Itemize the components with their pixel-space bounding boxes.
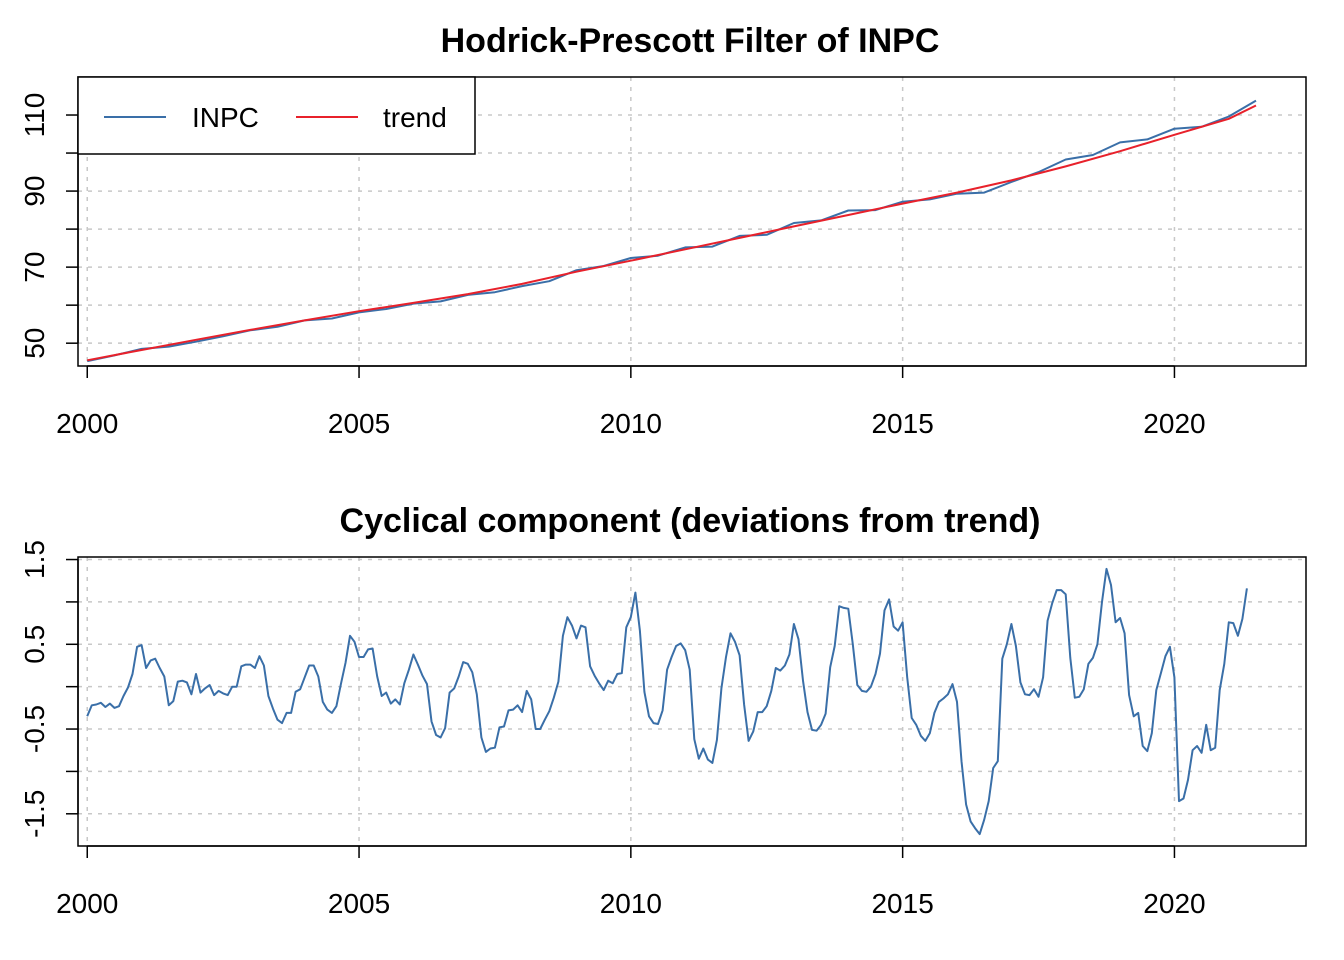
axes: 2000 2005 2010 2015 2020 -1.5 -0.5 0.5 1.5 <box>19 540 1206 919</box>
legend-box <box>77 76 476 155</box>
legend-label-inpc: INPC <box>192 102 259 133</box>
y-tick-label: 90 <box>19 176 50 207</box>
x-tick-label: 2015 <box>871 888 933 919</box>
y-tick-label: 50 <box>19 328 50 359</box>
cyclical-panel: Cyclical component (deviations from tren… <box>19 502 1307 919</box>
hp-filter-panel: Hodrick-Prescott Filter of INPC 2000 2005… <box>19 22 1307 439</box>
x-tick-label: 2015 <box>871 408 933 439</box>
x-tick-label: 2000 <box>56 408 118 439</box>
chart-title: Hodrick-Prescott Filter of INPC <box>441 22 940 60</box>
y-tick-label: 1.5 <box>19 540 50 579</box>
x-tick-label: 2005 <box>328 888 390 919</box>
x-tick-label: 2020 <box>1143 888 1205 919</box>
series-lines <box>86 99 1257 363</box>
series-line-cycle <box>86 567 1248 836</box>
x-tick-label: 2010 <box>600 888 662 919</box>
x-tick-label: 2020 <box>1143 408 1205 439</box>
legend-label-trend: trend <box>383 102 447 133</box>
y-tick-label: -0.5 <box>19 705 50 753</box>
series-lines <box>86 567 1248 836</box>
series-line-trend <box>87 104 1257 362</box>
x-tick-label: 2000 <box>56 888 118 919</box>
y-tick-label: 110 <box>19 93 50 138</box>
x-tick-label: 2005 <box>328 408 390 439</box>
chart-title: Cyclical component (deviations from tren… <box>340 502 1041 540</box>
grid <box>78 77 1306 366</box>
axes: 2000 2005 2010 2015 2020 50 70 90 110 <box>19 93 1206 439</box>
y-tick-label: -1.5 <box>19 790 50 838</box>
x-tick-label: 2010 <box>600 408 662 439</box>
legend: INPC trend <box>77 76 476 155</box>
y-tick-label: 70 <box>19 252 50 283</box>
y-tick-label: 0.5 <box>19 625 50 664</box>
